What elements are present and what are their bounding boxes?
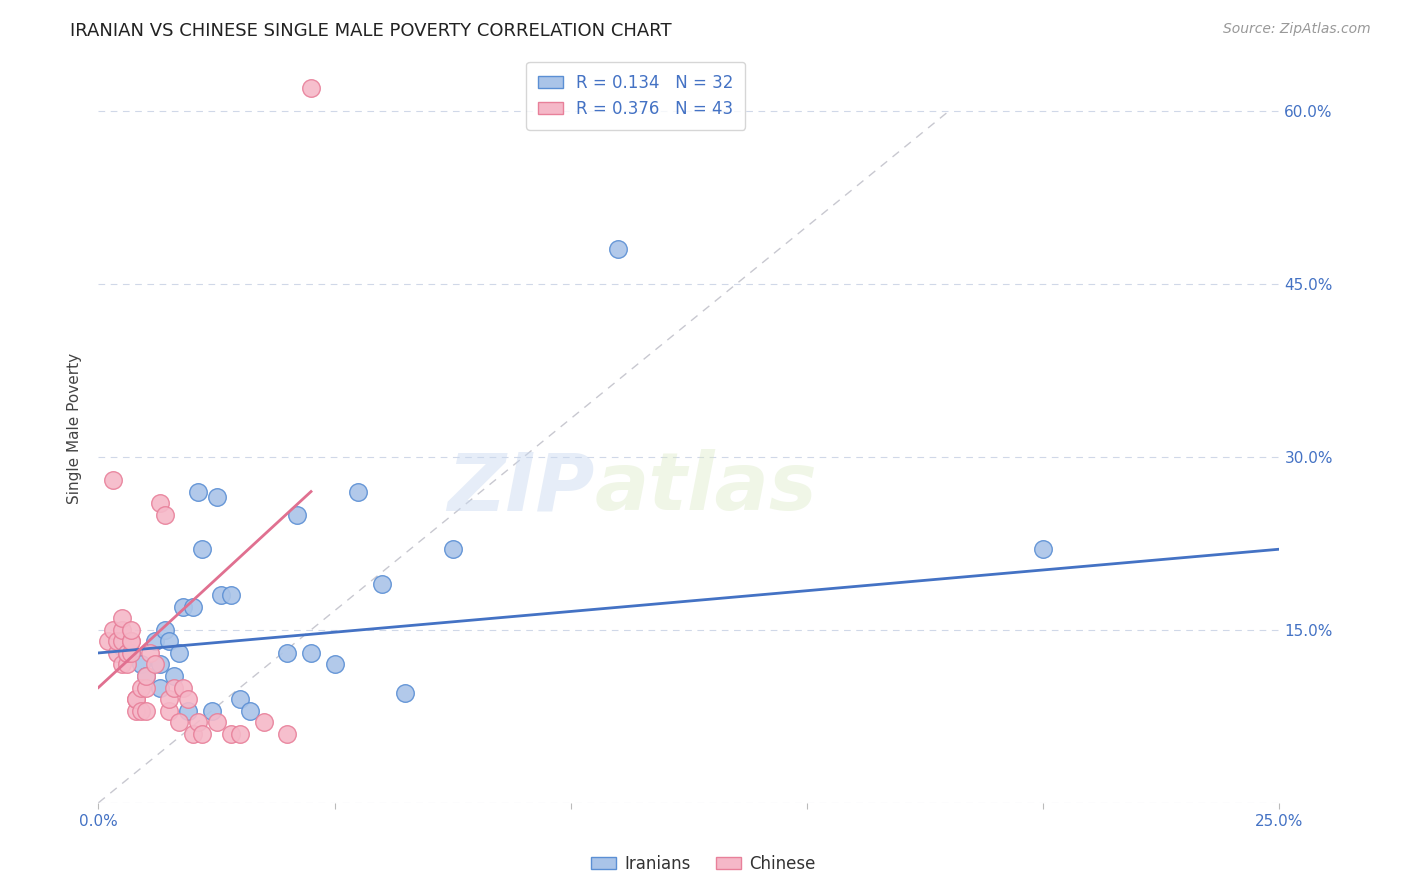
Point [285, 508, 308, 522]
Point [163, 669, 186, 683]
Point [205, 715, 228, 730]
Point [153, 508, 176, 522]
Point [229, 726, 252, 740]
Point [121, 623, 143, 637]
Point [299, 646, 322, 660]
Point [105, 634, 128, 648]
Point [121, 634, 143, 648]
Point [219, 588, 242, 602]
Y-axis label: Single Male Poverty: Single Male Poverty [67, 352, 83, 504]
Point [276, 726, 298, 740]
Point [209, 588, 232, 602]
Point [101, 623, 124, 637]
Point [163, 681, 186, 695]
Point [149, 657, 172, 672]
Point [181, 599, 204, 614]
Point [125, 692, 148, 706]
Point [181, 726, 204, 740]
Point [441, 542, 464, 557]
Point [121, 634, 143, 648]
Point [253, 715, 276, 730]
Point [172, 681, 194, 695]
Point [111, 640, 134, 655]
Point [219, 726, 242, 740]
Text: Source: ZipAtlas.com: Source: ZipAtlas.com [1223, 22, 1371, 37]
Point [129, 657, 152, 672]
Point [394, 686, 416, 700]
Point [105, 646, 128, 660]
Point [143, 657, 166, 672]
Point [121, 646, 143, 660]
Point [187, 484, 209, 499]
Point [607, 243, 630, 257]
Point [149, 681, 172, 695]
Point [101, 473, 124, 487]
Point [239, 704, 262, 718]
Point [111, 623, 134, 637]
Point [229, 692, 252, 706]
Point [167, 646, 190, 660]
Point [167, 715, 190, 730]
Point [111, 611, 134, 625]
Point [121, 646, 143, 660]
Point [191, 726, 214, 740]
Point [111, 657, 134, 672]
Point [205, 491, 228, 505]
Point [139, 646, 162, 660]
Point [1032, 542, 1054, 557]
Point [187, 715, 209, 730]
Point [172, 599, 194, 614]
Point [135, 704, 157, 718]
Point [115, 646, 138, 660]
Point [371, 576, 394, 591]
Point [323, 657, 346, 672]
Text: IRANIAN VS CHINESE SINGLE MALE POVERTY CORRELATION CHART: IRANIAN VS CHINESE SINGLE MALE POVERTY C… [70, 22, 672, 40]
Point [157, 704, 180, 718]
Legend: R = 0.134   N = 32, R = 0.376   N = 43: R = 0.134 N = 32, R = 0.376 N = 43 [526, 62, 745, 129]
Point [129, 681, 152, 695]
Point [177, 692, 200, 706]
Text: atlas: atlas [595, 449, 817, 527]
Point [135, 669, 157, 683]
Point [149, 496, 172, 510]
Point [115, 646, 138, 660]
Point [157, 634, 180, 648]
Point [299, 81, 322, 95]
Point [347, 484, 370, 499]
Point [135, 669, 157, 683]
Legend: Iranians, Chinese: Iranians, Chinese [583, 848, 823, 880]
Point [111, 634, 134, 648]
Point [153, 623, 176, 637]
Point [115, 657, 138, 672]
Point [276, 646, 298, 660]
Point [143, 634, 166, 648]
Point [177, 704, 200, 718]
Point [191, 542, 214, 557]
Point [125, 704, 148, 718]
Point [129, 704, 152, 718]
Point [201, 704, 224, 718]
Point [135, 681, 157, 695]
Point [97, 634, 120, 648]
Point [125, 692, 148, 706]
Text: ZIP: ZIP [447, 449, 595, 527]
Point [157, 692, 180, 706]
